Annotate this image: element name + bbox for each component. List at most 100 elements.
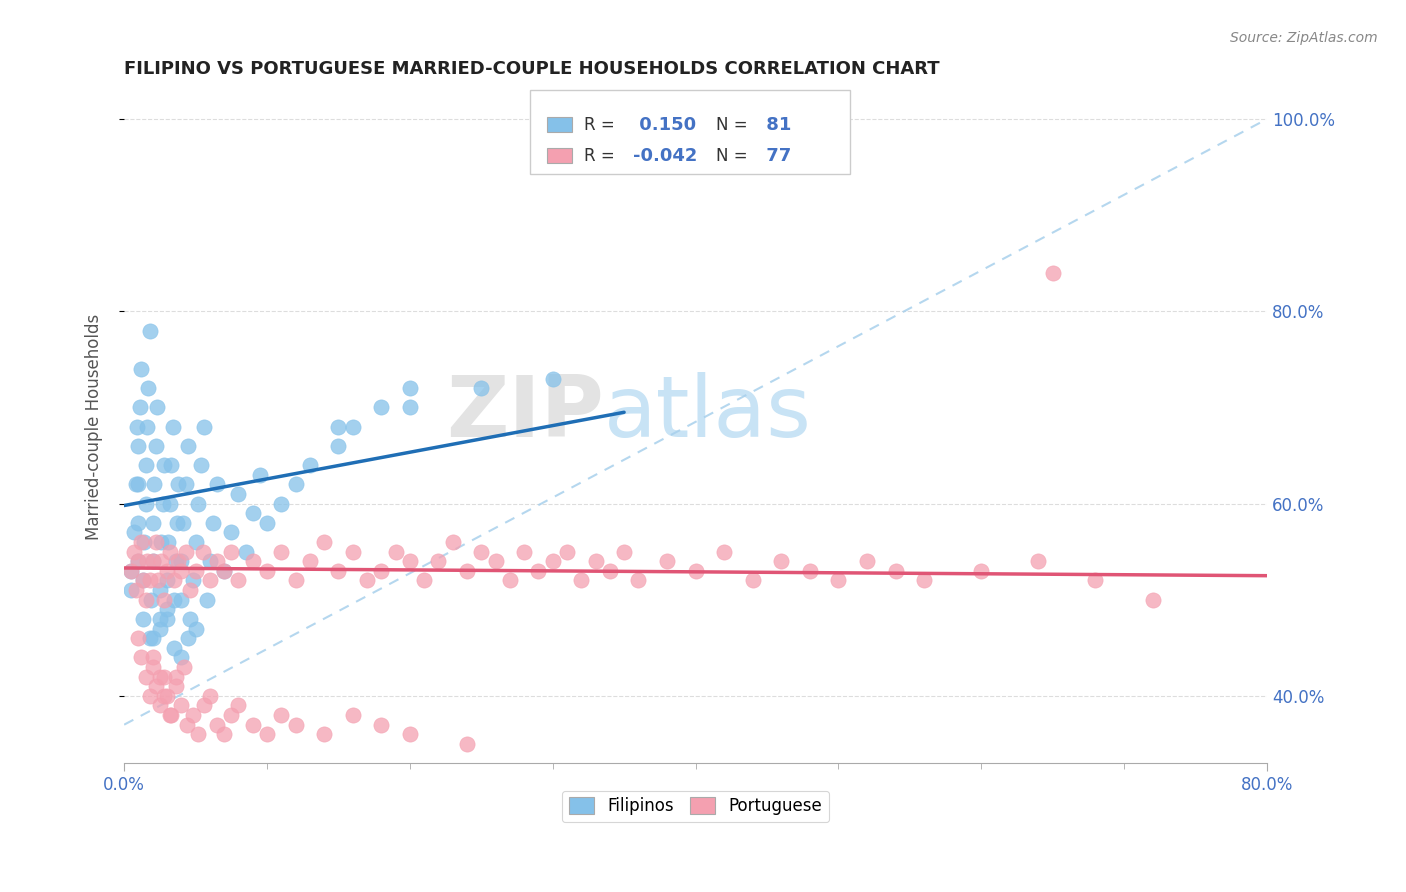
Point <box>484 554 506 568</box>
Point <box>314 535 336 549</box>
Point <box>129 535 152 549</box>
Point <box>135 592 157 607</box>
Point <box>136 554 159 568</box>
Point <box>153 670 176 684</box>
Point <box>128 401 150 415</box>
Point <box>884 564 907 578</box>
Point <box>149 622 172 636</box>
Point <box>142 554 165 568</box>
Point <box>184 564 207 578</box>
Point <box>176 717 198 731</box>
Text: R =: R = <box>583 116 614 134</box>
Point <box>146 401 169 415</box>
Point <box>136 419 159 434</box>
Point <box>127 439 149 453</box>
Point <box>427 554 450 568</box>
Point <box>191 544 214 558</box>
Point <box>205 717 228 731</box>
Point <box>256 516 278 530</box>
Text: FILIPINO VS PORTUGUESE MARRIED-COUPLE HOUSEHOLDS CORRELATION CHART: FILIPINO VS PORTUGUESE MARRIED-COUPLE HO… <box>124 60 939 78</box>
Point <box>127 516 149 530</box>
Point <box>569 574 592 588</box>
Point <box>156 689 179 703</box>
Point <box>135 458 157 472</box>
Point <box>585 554 607 568</box>
Point <box>541 371 564 385</box>
Point <box>120 564 142 578</box>
Point <box>328 419 350 434</box>
Point <box>212 564 235 578</box>
Point <box>148 574 170 588</box>
Point <box>342 419 364 434</box>
Point <box>131 574 153 588</box>
Point <box>613 544 636 558</box>
Point <box>160 458 183 472</box>
Point <box>398 554 420 568</box>
Point <box>142 650 165 665</box>
Point <box>456 737 478 751</box>
Point <box>190 458 212 472</box>
Point <box>228 487 250 501</box>
Text: atlas: atlas <box>605 372 813 455</box>
Text: Source: ZipAtlas.com: Source: ZipAtlas.com <box>1230 31 1378 45</box>
Point <box>162 419 184 434</box>
Point <box>179 583 201 598</box>
Point <box>122 544 145 558</box>
FancyBboxPatch shape <box>547 117 572 132</box>
Point <box>170 564 193 578</box>
Point <box>799 564 821 578</box>
Point <box>1028 554 1050 568</box>
Point <box>149 670 172 684</box>
Point <box>912 574 935 588</box>
Point <box>157 535 180 549</box>
Point <box>441 535 464 549</box>
FancyBboxPatch shape <box>530 90 849 174</box>
Point <box>187 497 209 511</box>
Text: 0.150: 0.150 <box>633 116 696 134</box>
Point <box>129 650 152 665</box>
Text: R =: R = <box>583 146 614 164</box>
Point <box>242 506 264 520</box>
Point <box>205 477 228 491</box>
Point <box>163 574 186 588</box>
Point <box>370 564 392 578</box>
Point <box>173 660 195 674</box>
Point <box>131 612 153 626</box>
Point <box>142 516 165 530</box>
Point <box>599 564 621 578</box>
Point <box>328 564 350 578</box>
Point <box>685 564 707 578</box>
Point <box>713 544 735 558</box>
Point <box>235 544 257 558</box>
Point <box>152 497 174 511</box>
Point <box>198 689 221 703</box>
Point <box>142 660 165 674</box>
Point <box>156 612 179 626</box>
Point <box>174 544 197 558</box>
Point <box>970 564 993 578</box>
Point <box>856 554 879 568</box>
Point <box>328 439 350 453</box>
Point <box>135 670 157 684</box>
Point <box>142 631 165 645</box>
Point <box>127 477 149 491</box>
Point <box>770 554 793 568</box>
Point <box>150 554 173 568</box>
Point <box>456 564 478 578</box>
Point <box>827 574 849 588</box>
Point <box>499 574 522 588</box>
Point <box>298 554 321 568</box>
Point <box>159 544 181 558</box>
Point <box>413 574 436 588</box>
Legend: Filipinos, Portuguese: Filipinos, Portuguese <box>562 790 830 822</box>
Point <box>153 592 176 607</box>
Point <box>256 564 278 578</box>
Point <box>198 574 221 588</box>
FancyBboxPatch shape <box>547 148 572 163</box>
Point <box>156 574 179 588</box>
Y-axis label: Married-couple Households: Married-couple Households <box>86 314 103 540</box>
Point <box>127 631 149 645</box>
Point <box>541 554 564 568</box>
Point <box>131 574 153 588</box>
Point <box>270 497 292 511</box>
